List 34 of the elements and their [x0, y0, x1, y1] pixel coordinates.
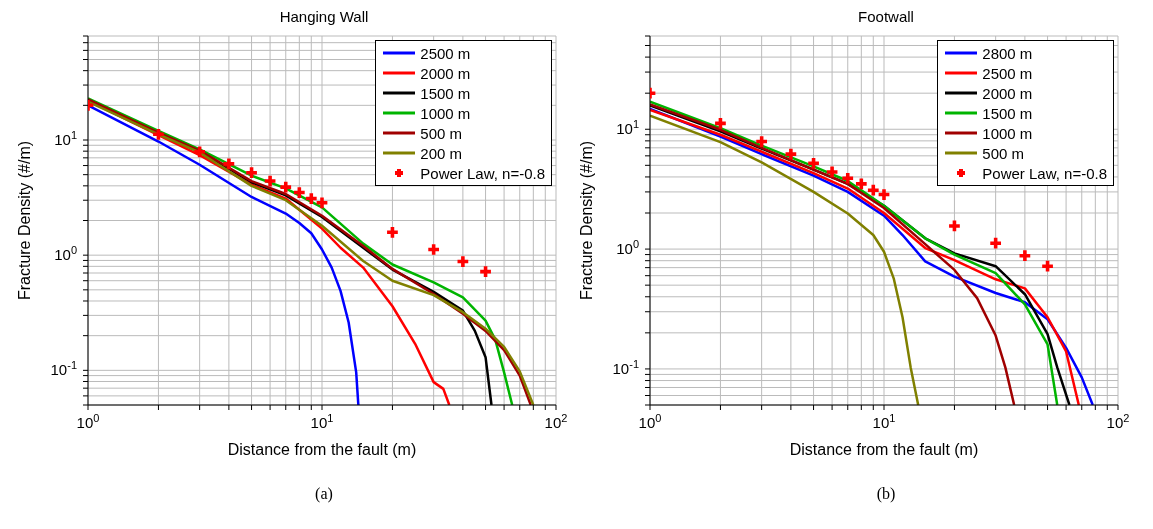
chart-title: Hanging Wall — [279, 8, 369, 25]
text: (b) — [876, 485, 896, 502]
x-tick-label: 10$^{2}$ — [544, 412, 568, 431]
y-tick-label: 10$^{1}$ — [54, 129, 77, 148]
x-axis-title: Distance from the fault (m) — [789, 441, 979, 458]
y-tick-label: 10$^{-1}$ — [50, 359, 77, 379]
legend-label: 2000 m — [420, 64, 471, 82]
legend-label: 1500 m — [420, 84, 471, 102]
y-tick-label: 10$^{0}$ — [54, 244, 77, 264]
legend-label: Power Law, n=-0.8 — [420, 164, 545, 182]
legend-label: 1000 m — [420, 104, 471, 122]
legend-label: 2000 m — [982, 84, 1033, 102]
x-tick-label: 10$^{0}$ — [638, 412, 662, 431]
legend-label: 500 m — [420, 124, 463, 142]
y-tick-label: 10$^{0}$ — [616, 238, 639, 258]
legend-label: 500 m — [982, 144, 1025, 162]
y-axis-title: Fracture Density (#/m) — [578, 140, 595, 301]
y-tick-label: 10$^{-1}$ — [612, 357, 639, 377]
y-tick-label: 10$^{1}$ — [616, 118, 639, 138]
legend-label: 1000 m — [982, 124, 1033, 142]
y-axis-title: Fracture Density (#/m) — [16, 140, 33, 301]
legend-label: 2500 m — [420, 44, 471, 62]
legend-label: Power Law, n=-0.8 — [982, 164, 1107, 182]
x-tick-label: 10$^{0}$ — [76, 412, 100, 431]
chart-title: Footwall — [858, 8, 914, 25]
x-tick-label: 10$^{1}$ — [872, 412, 896, 431]
legend-label: 200 m — [420, 144, 463, 162]
x-tick-label: 10$^{2}$ — [1106, 412, 1130, 431]
x-axis-title: Distance from the fault (m) — [227, 441, 417, 458]
legend-label: 2800 m — [982, 44, 1033, 62]
legend-label: 1500 m — [982, 104, 1033, 122]
text: (a) — [315, 485, 333, 502]
x-tick-label: 10$^{1}$ — [310, 412, 334, 431]
legend-label: 2500 m — [982, 64, 1033, 82]
